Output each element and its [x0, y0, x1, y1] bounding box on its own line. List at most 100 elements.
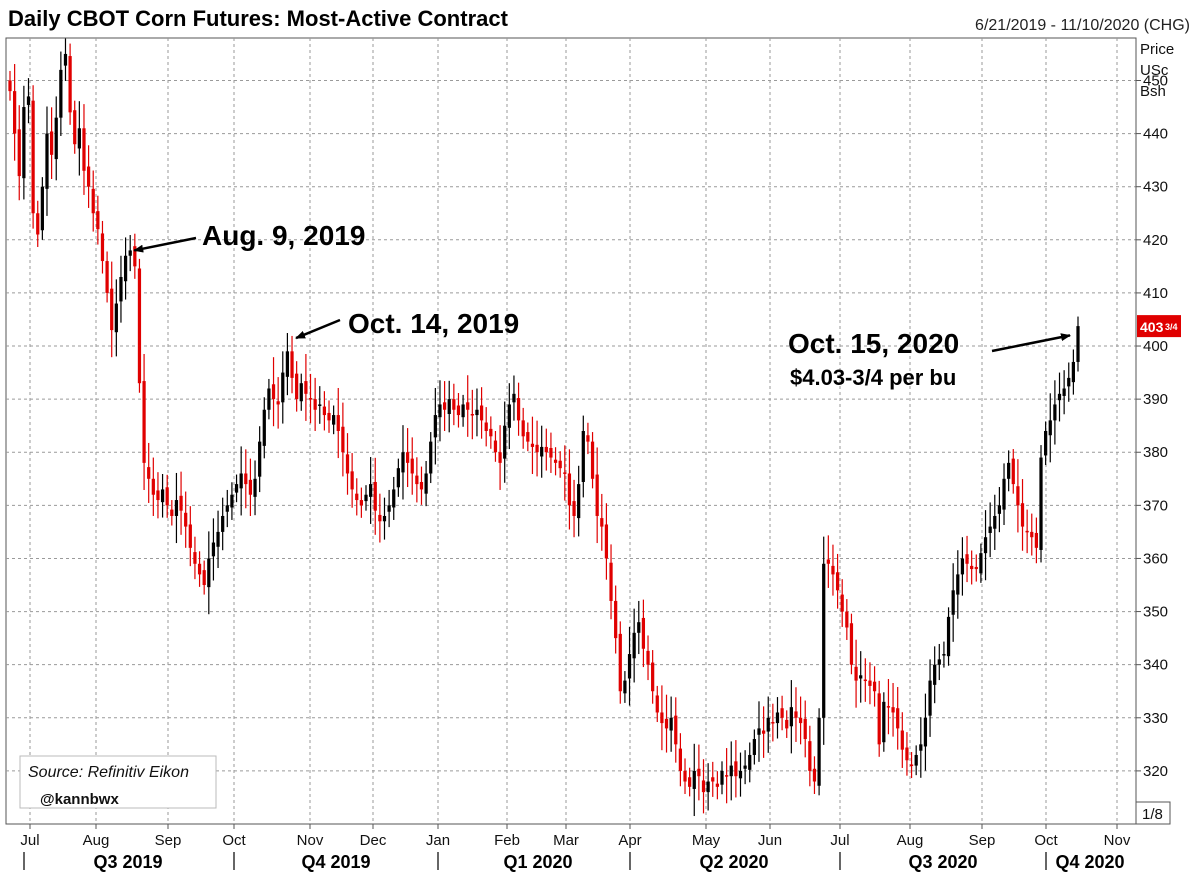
candle-body	[54, 117, 58, 160]
candle-body	[262, 409, 266, 446]
candle-body	[401, 452, 405, 473]
arrow-aug-2019	[133, 236, 197, 253]
candle-body	[1011, 458, 1015, 485]
candle-body	[669, 717, 673, 731]
candle-body	[965, 554, 969, 564]
candle-body	[216, 531, 220, 547]
date-range: 6/21/2019 - 11/10/2020 (CHG)	[975, 17, 1190, 34]
candle-body	[840, 594, 844, 612]
candle-body	[886, 706, 891, 708]
last-price-bg	[1137, 315, 1181, 338]
candle-body	[332, 415, 336, 425]
candle-body	[618, 633, 622, 692]
candle-body	[817, 717, 821, 786]
annotation-arrows	[133, 236, 1071, 353]
candle-body	[433, 415, 437, 438]
candle-body	[979, 553, 983, 574]
candle-body	[221, 515, 225, 532]
ytick-label-420: 420	[1143, 232, 1168, 249]
candle-body	[424, 473, 428, 494]
month-label-16: Nov	[1104, 832, 1131, 849]
candle-body	[919, 744, 923, 751]
candle-body	[771, 722, 775, 724]
candle-body	[248, 479, 253, 495]
candle-body	[119, 276, 123, 302]
candle-body	[470, 414, 474, 416]
annotation-oct-2020: Oct. 15, 2020	[788, 328, 959, 359]
quarter-label-5: Q4 2020	[1055, 852, 1124, 872]
candle-body	[156, 490, 160, 501]
candle-body	[281, 372, 285, 403]
candle-body	[896, 708, 900, 729]
candle-body	[891, 707, 895, 713]
candle-body	[359, 500, 363, 506]
candle-body	[493, 440, 498, 453]
candle-body	[1034, 532, 1039, 548]
candle-body	[789, 707, 793, 727]
candle-body	[826, 559, 830, 564]
candle-body	[600, 518, 604, 527]
month-label-4: Nov	[297, 832, 324, 849]
annotation-aug-2019: Aug. 9, 2019	[202, 220, 365, 251]
candle-body	[798, 717, 803, 724]
candle-body	[928, 680, 932, 716]
candle-body	[13, 91, 17, 134]
candle-body	[761, 730, 766, 734]
candle-body	[831, 565, 835, 575]
price-axis-title: Price USc Bsh	[1140, 41, 1174, 100]
candle-body	[26, 96, 31, 105]
candle-body	[614, 600, 618, 639]
candle-body	[452, 399, 456, 410]
candle-body	[683, 770, 687, 782]
candle-body	[392, 489, 396, 508]
price-axis-ticks: 320 330 340 350 360 370 380 390 400 410 420 430 440 4…	[1136, 72, 1168, 780]
month-label-14: Sep	[969, 832, 996, 849]
candle-body	[295, 373, 299, 400]
candle-body	[230, 494, 234, 508]
candle-body	[410, 458, 414, 474]
handle-text: @kannbwx	[40, 791, 119, 808]
chart-title: Daily CBOT Corn Futures: Most-Active Con…	[8, 6, 509, 31]
candle-body	[748, 754, 752, 770]
candle-body	[956, 574, 960, 595]
candle-body	[535, 444, 539, 453]
candle-body	[36, 213, 40, 235]
candle-body	[290, 351, 294, 378]
ytick-label-340: 340	[1143, 657, 1168, 674]
candle-body	[706, 781, 710, 793]
candle-body	[664, 718, 669, 729]
grid	[6, 38, 1136, 824]
candle-body	[1007, 462, 1011, 479]
candle-body	[96, 211, 100, 230]
candle-body	[253, 478, 257, 497]
candle-body	[521, 420, 525, 437]
candle-body	[475, 409, 479, 416]
scale-note: 1/8	[1142, 806, 1163, 823]
ytick-label-380: 380	[1143, 444, 1168, 461]
candle-body	[498, 452, 502, 463]
candle-body	[692, 770, 696, 789]
candle-body	[951, 590, 955, 615]
candle-body	[803, 718, 807, 740]
ytick-label-370: 370	[1143, 497, 1168, 514]
ytick-label-330: 330	[1143, 710, 1168, 727]
candle-body	[415, 475, 419, 485]
candle-body	[151, 478, 155, 495]
candle-body	[336, 415, 340, 431]
candle-body	[396, 468, 400, 488]
candle-body	[327, 412, 331, 421]
candle-body	[775, 712, 780, 724]
candle-body	[313, 399, 317, 410]
month-label-2: Sep	[155, 832, 182, 849]
candle-body	[174, 500, 179, 516]
candle-body	[516, 398, 521, 421]
candle-body	[110, 288, 114, 331]
month-label-7: Feb	[494, 832, 520, 849]
candle-body	[1067, 377, 1071, 387]
candle-body	[900, 730, 904, 750]
month-label-11: Jun	[758, 832, 782, 849]
price-axis-title-line-2: Bsh	[1140, 83, 1166, 100]
candle-body	[160, 489, 165, 503]
candle-body	[609, 562, 613, 601]
candle-body	[734, 761, 738, 777]
